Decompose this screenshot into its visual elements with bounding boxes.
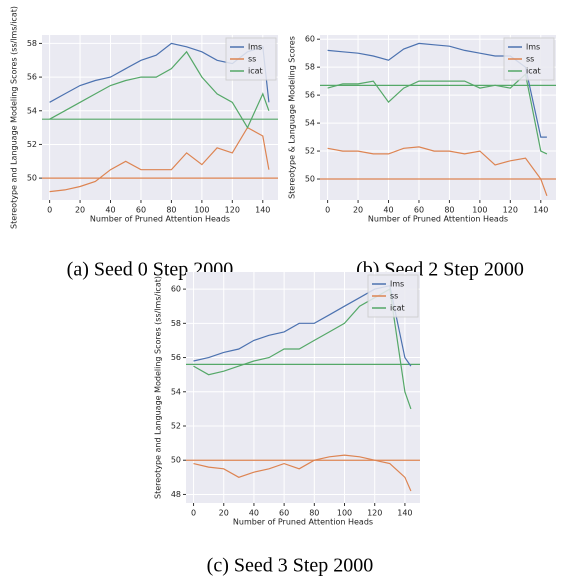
caption: (c) Seed 3 Step 2000	[207, 555, 374, 577]
y-tick-label: 56	[305, 91, 315, 100]
x-tick-label: 60	[279, 509, 289, 518]
y-tick-label: 54	[305, 119, 315, 128]
x-tick-label: 20	[353, 206, 363, 215]
y-tick-label: 50	[305, 175, 315, 184]
x-tick-label: 40	[383, 206, 393, 215]
legend: lms ss icat	[225, 37, 277, 81]
y-tick-label: 52	[27, 140, 37, 149]
legend-label: lms	[248, 43, 262, 52]
legend-label: icat	[248, 67, 263, 76]
y-tick-label: 58	[305, 63, 315, 72]
y-tick-label: 54	[171, 387, 181, 396]
x-tick-label: 0	[325, 206, 330, 215]
series-line	[49, 126, 270, 193]
series-line	[193, 454, 412, 492]
x-tick-label: 100	[472, 206, 487, 215]
x-tick-label: 120	[367, 509, 382, 518]
y-tick-label: 58	[27, 39, 37, 48]
y-tick-label: 56	[171, 353, 181, 362]
x-tick-label: 0	[47, 206, 52, 215]
y-tick-label: 60	[305, 35, 315, 44]
x-tick-label: 20	[75, 206, 85, 215]
x-tick-label: 0	[191, 509, 196, 518]
legend-label: ss	[390, 292, 398, 301]
x-tick-label: 120	[503, 206, 518, 215]
y-tick-label: 54	[27, 106, 37, 115]
x-tick-label: 40	[249, 509, 259, 518]
x-tick-label: 60	[414, 206, 424, 215]
y-axis-label: Stereotype & Language Modeling Scores	[288, 36, 297, 199]
y-tick-label: 60	[171, 285, 181, 294]
x-tick-label: 60	[136, 206, 146, 215]
x-tick-label: 80	[166, 206, 176, 215]
legend-label: ss	[526, 55, 534, 64]
x-axis-label: Number of Pruned Attention Heads	[368, 215, 508, 224]
y-tick-label: 50	[27, 174, 37, 183]
series-line	[327, 146, 548, 197]
series-line	[49, 50, 270, 129]
x-tick-label: 140	[255, 206, 270, 215]
y-tick-label: 52	[305, 147, 315, 156]
x-tick-label: 140	[533, 206, 548, 215]
x-axis-label: Number of Pruned Attention Heads	[90, 215, 230, 224]
legend-label: lms	[390, 280, 404, 289]
x-tick-label: 100	[194, 206, 209, 215]
y-axis-label: Stereotype and Language Modeling Scores …	[10, 6, 19, 229]
legend-label: ss	[248, 55, 256, 64]
legend-label: icat	[390, 304, 405, 313]
x-tick-label: 100	[337, 509, 352, 518]
y-axis-label: Stereotype and Language Modeling Scores …	[154, 276, 163, 499]
y-tick-label: 52	[171, 422, 181, 431]
y-tick-label: 58	[171, 319, 181, 328]
legend-label: icat	[526, 67, 541, 76]
y-tick-label: 48	[171, 490, 181, 499]
x-axis-label: Number of Pruned Attention Heads	[233, 518, 373, 527]
x-tick-label: 40	[105, 206, 115, 215]
legend: lms ss icat	[367, 274, 419, 318]
x-tick-label: 80	[309, 509, 319, 518]
y-tick-label: 50	[171, 456, 181, 465]
legend: lms ss icat	[503, 37, 555, 81]
legend-label: lms	[526, 43, 540, 52]
x-tick-label: 140	[397, 509, 412, 518]
x-tick-label: 80	[444, 206, 454, 215]
series-line	[327, 73, 548, 155]
x-tick-label: 20	[219, 509, 229, 518]
x-tick-label: 120	[225, 206, 240, 215]
y-tick-label: 56	[27, 73, 37, 82]
